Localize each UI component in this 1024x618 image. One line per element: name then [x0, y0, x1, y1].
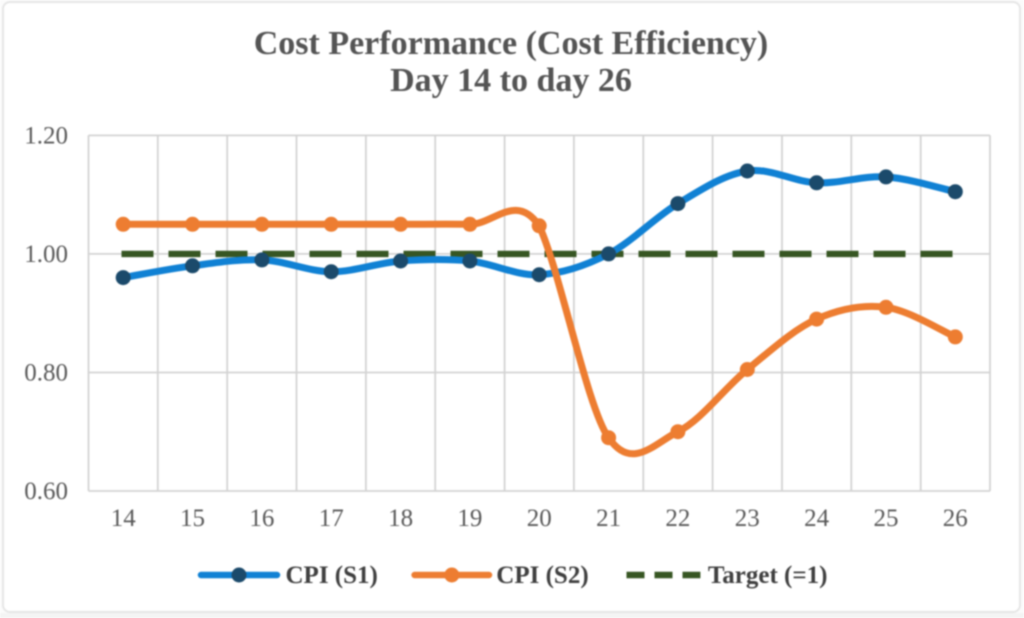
svg-text:17: 17 [319, 505, 344, 532]
svg-text:16: 16 [249, 505, 274, 532]
svg-text:CPI (S1): CPI (S1) [286, 562, 378, 589]
svg-text:CPI (S2): CPI (S2) [496, 562, 588, 589]
svg-text:24: 24 [804, 505, 830, 532]
svg-text:15: 15 [180, 505, 205, 532]
svg-text:0.60: 0.60 [24, 478, 68, 505]
svg-text:1.00: 1.00 [24, 241, 68, 268]
svg-text:14: 14 [111, 505, 137, 532]
svg-text:23: 23 [735, 505, 760, 532]
svg-text:19: 19 [457, 505, 482, 532]
svg-text:1.20: 1.20 [24, 122, 68, 149]
svg-text:26: 26 [943, 505, 968, 532]
svg-text:0.80: 0.80 [24, 360, 68, 387]
svg-text:18: 18 [388, 505, 413, 532]
svg-text:21: 21 [596, 505, 621, 532]
svg-text:25: 25 [874, 505, 899, 532]
svg-text:Cost Performance (Cost Efficie: Cost Performance (Cost Efficiency) [254, 25, 769, 62]
svg-text:22: 22 [665, 505, 690, 532]
svg-text:Day 14 to day 26: Day 14 to day 26 [390, 62, 632, 99]
svg-text:20: 20 [527, 505, 552, 532]
svg-text:Target (=1): Target (=1) [708, 562, 828, 589]
